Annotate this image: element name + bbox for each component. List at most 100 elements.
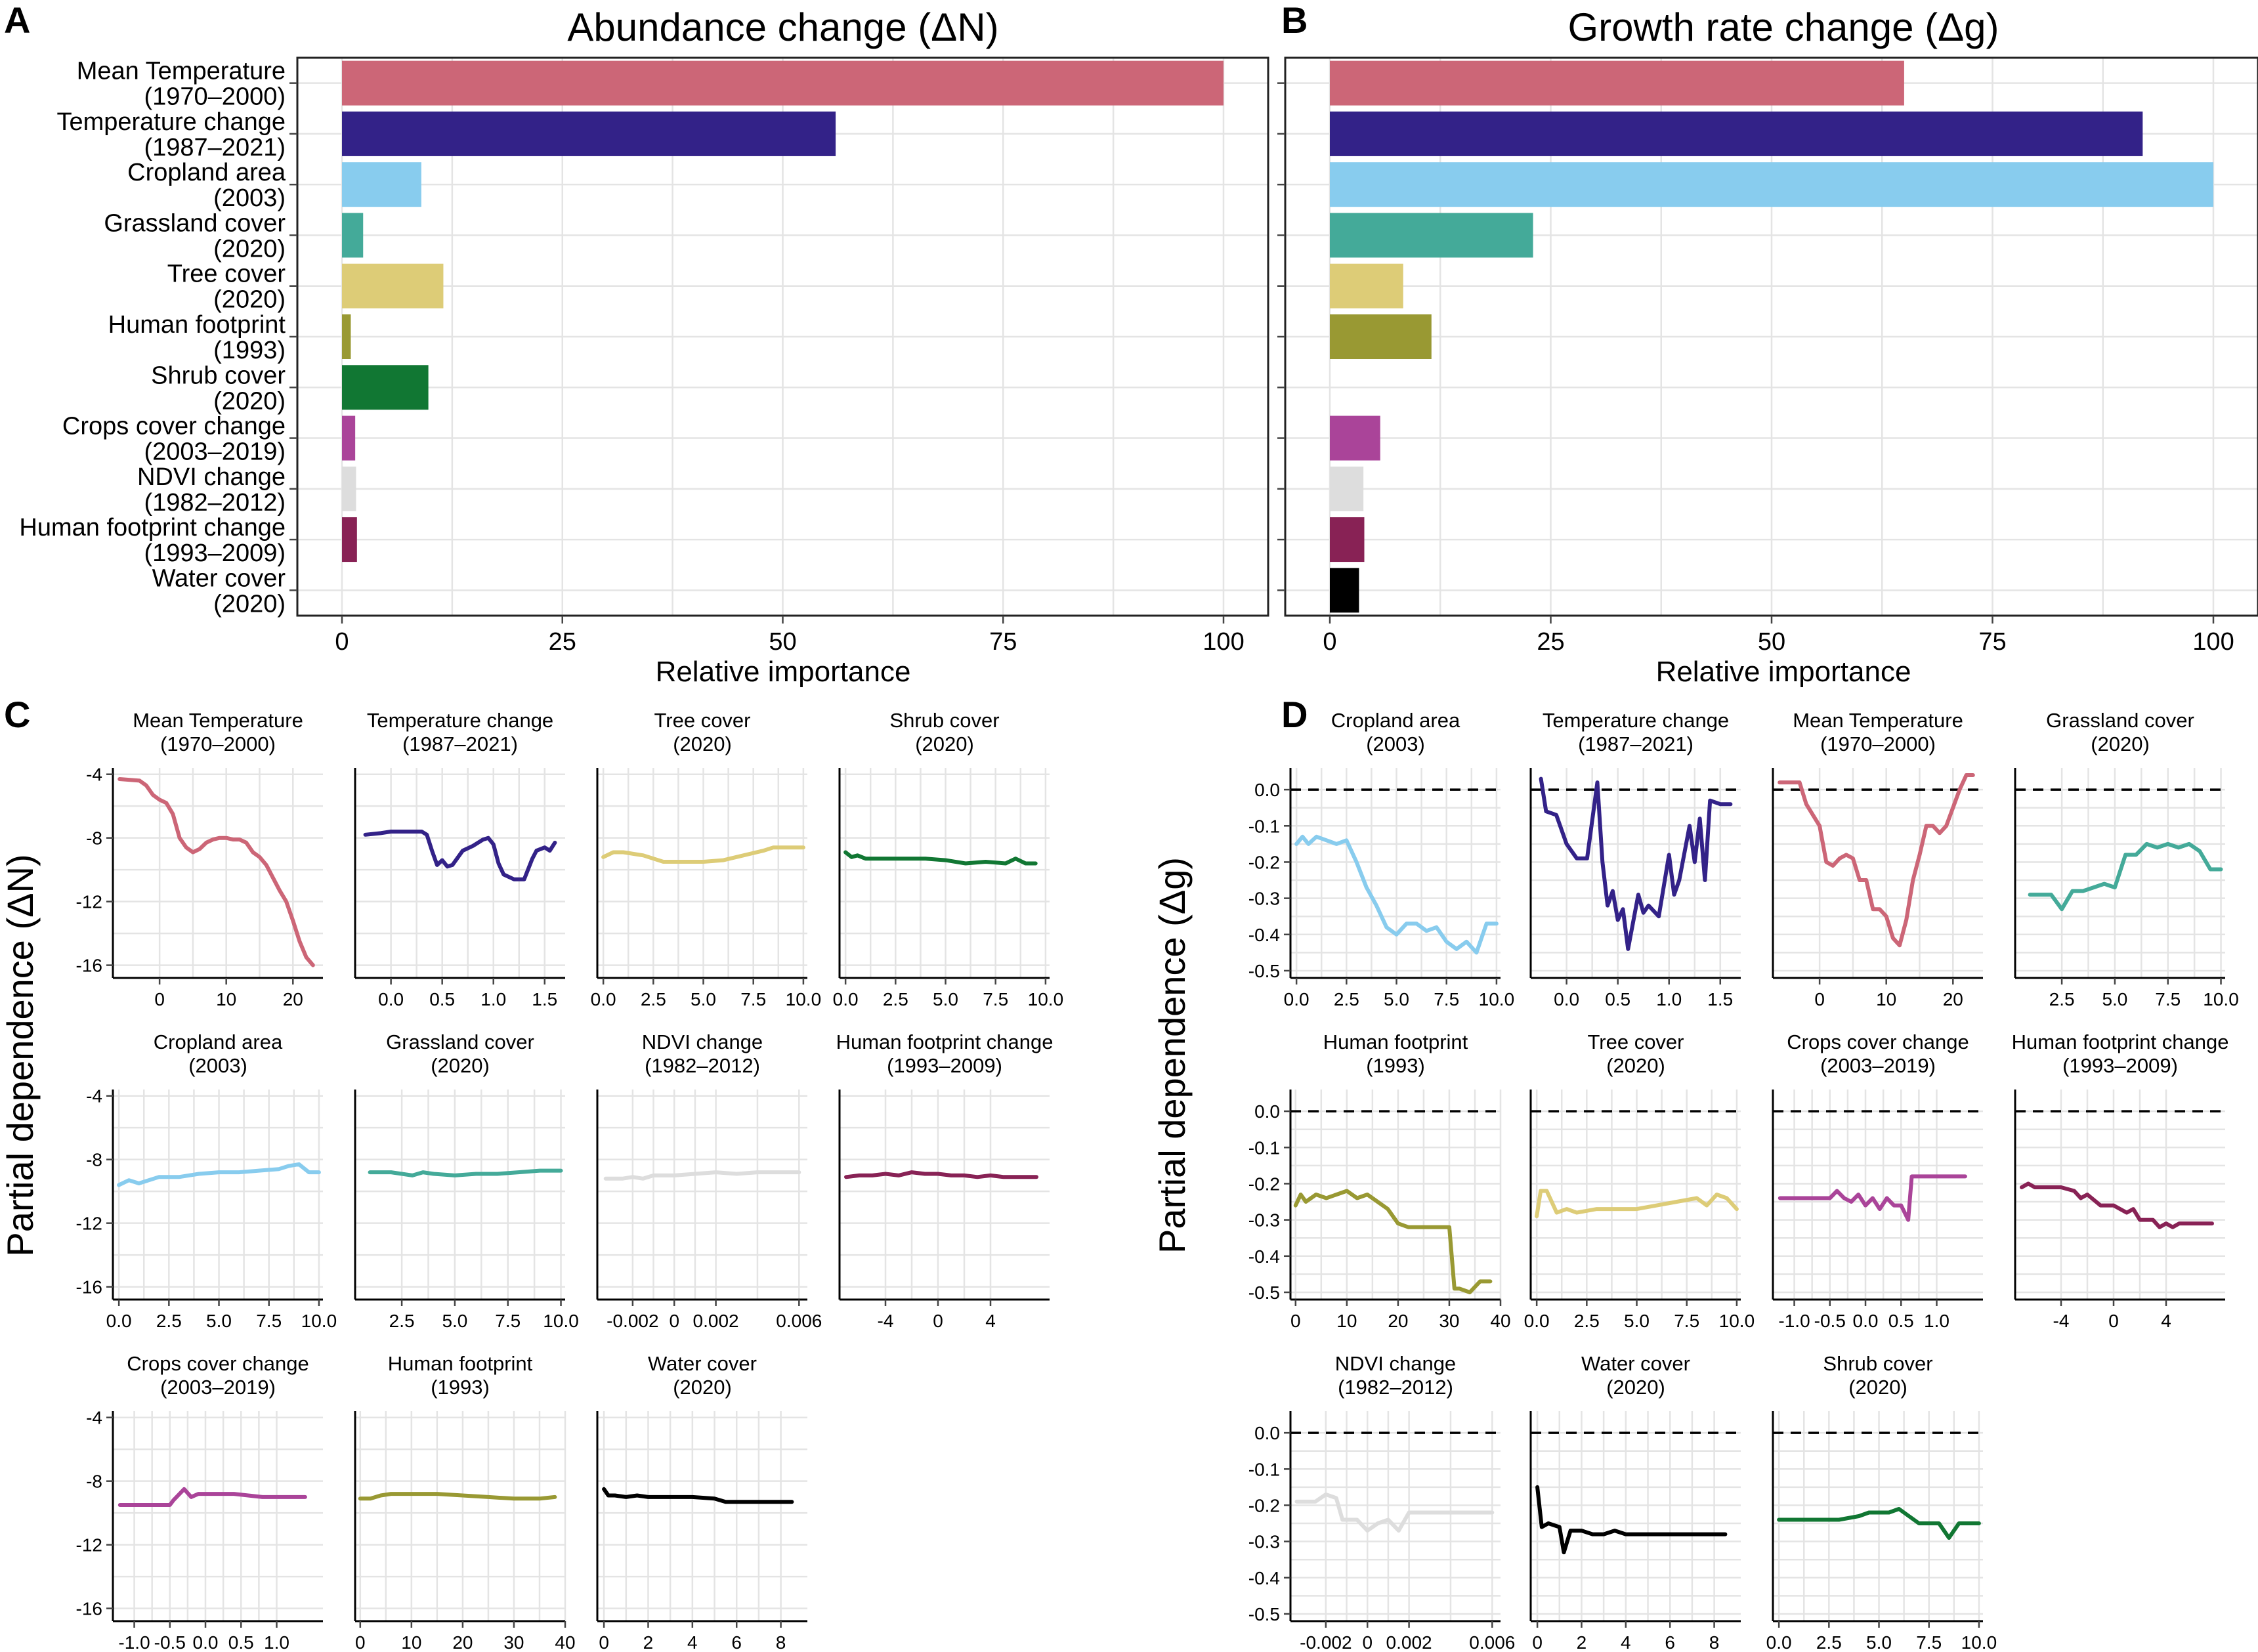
y-tick-label: -0.2	[1248, 852, 1280, 872]
y-tick-label: -12	[76, 1214, 102, 1234]
c-subplot-9: Human footprint(1993) 0 10 20 30 40	[354, 1352, 576, 1652]
panel-b-title: Growth rate change (Δg)	[1567, 5, 1999, 49]
y-tick-label: -8	[86, 828, 102, 849]
x-tick-label: 10	[401, 1632, 421, 1652]
subplot-title: Grassland cover	[386, 1030, 534, 1053]
x-tick-label: 20	[1943, 989, 1963, 1009]
x-tick-label: 1.0	[1924, 1311, 1949, 1331]
x-tick-label: 10.0	[301, 1311, 337, 1331]
subplot-title: Cropland area	[154, 1030, 283, 1053]
category-label: Human footprint	[108, 311, 286, 339]
subplot-subtitle: (2020)	[673, 732, 732, 755]
x-tick-label: 4	[687, 1632, 698, 1652]
bar-a-4	[342, 263, 444, 308]
category-sublabel: (1993–2009)	[144, 540, 286, 567]
x-tick-label: -0.002	[607, 1311, 658, 1331]
subplot-subtitle: (1982–2012)	[645, 1054, 760, 1077]
y-tick-label: -0.1	[1248, 816, 1280, 836]
d-subplot-1: Temperature change(1987–2021) 0.0 0.5 1.0 1.…	[1529, 709, 1741, 1009]
bar-b-9	[1330, 517, 1365, 562]
y-tick-label: -16	[76, 1277, 102, 1298]
x-tick-label: 4	[1621, 1632, 1631, 1652]
x-tick-label: 0	[335, 628, 349, 656]
c-subplot-3: Shrub cover(2020) 0.0 2.5 5.0 7.5 10.0	[833, 709, 1063, 1009]
partial-dependence-line	[368, 1168, 563, 1177]
y-tick-label: -8	[86, 1472, 102, 1492]
x-tick-label: 5.0	[1866, 1632, 1892, 1652]
subplot-subtitle: (2020)	[1848, 1376, 1907, 1399]
x-tick-label: -1.0	[118, 1632, 150, 1652]
bar-b-4	[1330, 263, 1403, 308]
bar-b-3	[1330, 213, 1533, 258]
x-tick-label: 5.0	[2102, 989, 2127, 1009]
bar-a-9	[342, 517, 357, 562]
bar-b-0	[1330, 60, 1904, 106]
category-sublabel: (1982–2012)	[144, 489, 286, 517]
c-subplot-10: Water cover(2020) 0 2 4 6 8	[596, 1352, 807, 1652]
partial-dependence-line	[117, 1162, 321, 1187]
c-subplot-4: Cropland area(2003) 0.0 2.5 5.0 7.5 10.0 -4 -8 -…	[76, 1030, 337, 1331]
x-tick-label: 0.0	[193, 1632, 219, 1652]
category-sublabel: (2003–2019)	[144, 438, 286, 466]
bar-b-1	[1330, 111, 2143, 156]
subplot-title: NDVI change	[1335, 1352, 1456, 1375]
y-tick-label: -4	[86, 1086, 102, 1107]
subplot-subtitle: (1970–2000)	[160, 732, 276, 755]
category-label: Water cover	[152, 564, 286, 592]
x-tick-label: 20	[1388, 1311, 1408, 1331]
partial-dependence-line	[601, 845, 805, 864]
subplot-subtitle: (1993–2009)	[887, 1054, 1002, 1077]
y-tick-label: -0.5	[1248, 961, 1280, 981]
x-tick-label: 0.0	[106, 1311, 132, 1331]
x-tick-label: 0	[1323, 628, 1336, 656]
x-tick-label: 100	[2192, 628, 2234, 656]
x-tick-label: 40	[555, 1632, 575, 1652]
x-tick-label: 5.0	[1624, 1311, 1650, 1331]
x-tick-label: 8	[776, 1632, 786, 1652]
partial-dependence-line	[1535, 1485, 1728, 1555]
x-tick-label: 10	[1876, 989, 1896, 1009]
bar-a-8	[342, 466, 356, 511]
x-tick-label: 7.5	[2155, 989, 2181, 1009]
partial-dependence-line	[1778, 773, 1975, 948]
x-tick-label: 0	[1290, 1311, 1301, 1331]
x-tick-label: 0.0	[591, 989, 616, 1009]
category-label: Temperature change	[56, 108, 286, 136]
x-tick-label: 4	[985, 1311, 996, 1331]
c-subplot-0: Mean Temperature(1970–2000) 0 10 20 -4 -8 -12 -…	[76, 709, 323, 1009]
panel-letter-c: C	[4, 694, 30, 735]
x-tick-label: 2.5	[641, 989, 666, 1009]
partial-dependence-line	[2020, 1181, 2214, 1229]
bar-b-10	[1330, 568, 1359, 613]
x-tick-label: 50	[769, 628, 796, 656]
d-subplot-5: Tree cover(2020) 0.0 2.5 5.0 7.5 10.0	[1524, 1030, 1755, 1331]
category-label: Human footprint change	[19, 514, 286, 541]
subplot-title: Human footprint change	[836, 1030, 1054, 1053]
subplot-title: Tree cover	[1587, 1030, 1684, 1053]
x-tick-label: 0.006	[1469, 1632, 1515, 1652]
x-tick-label: 7.5	[1674, 1311, 1699, 1331]
y-tick-label: -0.3	[1248, 1210, 1280, 1231]
x-tick-label: 50	[1758, 628, 1785, 656]
x-tick-label: 10.0	[1961, 1632, 1997, 1652]
partial-dependence-line	[603, 1170, 801, 1181]
category-label: Tree cover	[167, 261, 286, 288]
x-tick-label: 0.0	[1853, 1311, 1879, 1331]
x-tick-label: 7.5	[495, 1311, 521, 1331]
category-label: Crops cover change	[62, 413, 286, 440]
c-subplot-6: NDVI change(1982–2012) -0.002 0 0.002 0.006	[596, 1030, 822, 1331]
x-tick-label: 30	[1439, 1311, 1459, 1331]
d-subplot-6: Crops cover change(2003–2019) -1.0 -0.5 0.0…	[1772, 1030, 1983, 1331]
subplot-title: Mean Temperature	[1793, 709, 1963, 732]
x-tick-label: 2.5	[1574, 1311, 1600, 1331]
subplot-title: Mean Temperature	[133, 709, 303, 732]
x-tick-label: 7.5	[256, 1311, 282, 1331]
partial-dependence-line	[358, 1492, 557, 1501]
category-sublabel: (1993)	[213, 337, 286, 364]
partial-dependence-line	[117, 777, 315, 967]
x-tick-label: 1.0	[264, 1632, 289, 1652]
x-tick-label: 30	[503, 1632, 524, 1652]
x-tick-label: 0.0	[1554, 989, 1579, 1009]
x-tick-label: 7.5	[983, 989, 1008, 1009]
x-tick-label: 2	[643, 1632, 654, 1652]
